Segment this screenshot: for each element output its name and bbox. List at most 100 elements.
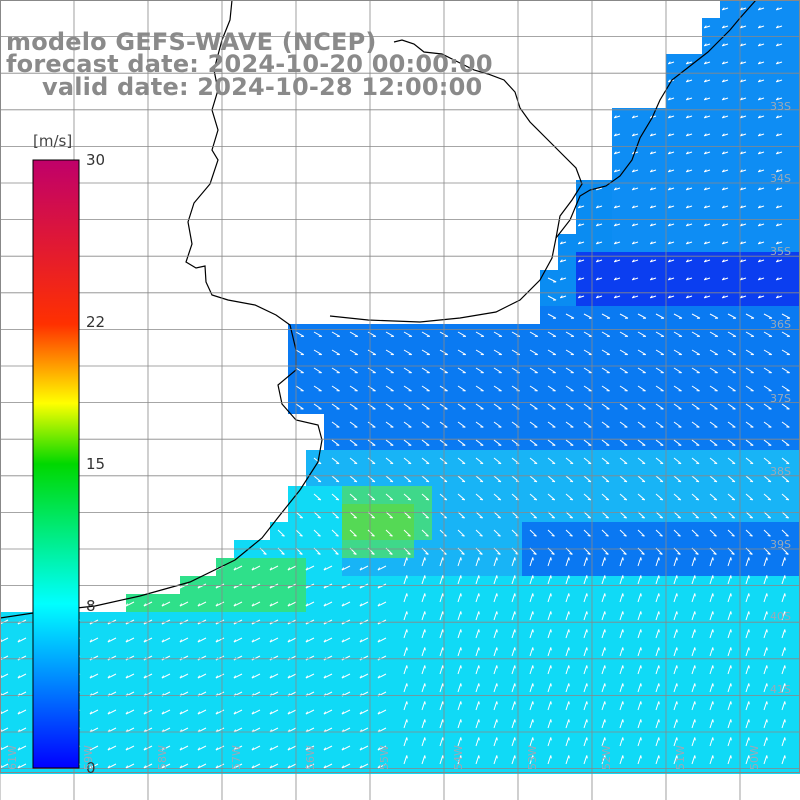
wind-arrow-head — [424, 593, 426, 597]
wind-arrow-head — [739, 223, 743, 227]
wind-arrow-head — [730, 719, 732, 723]
wind-arrow — [655, 313, 665, 319]
wind-speed-cell — [234, 684, 252, 702]
wind-speed-cell — [342, 648, 360, 666]
wind-arrow — [727, 719, 732, 729]
wind-speed-cell — [576, 234, 594, 252]
wind-arrow — [781, 439, 790, 446]
wind-arrow — [727, 665, 732, 675]
wind-arrow-head — [287, 585, 291, 589]
wind-speed-cell — [702, 72, 720, 90]
wind-speed-cell — [144, 630, 162, 648]
wind-speed-cell — [198, 630, 216, 648]
wind-arrow-head — [478, 629, 480, 633]
wind-arrow-head — [305, 765, 309, 769]
wind-arrow — [637, 557, 642, 567]
wind-arrow-head — [631, 151, 635, 155]
wind-arrow-head — [287, 675, 291, 679]
wind-speed-cell — [432, 612, 450, 630]
wind-arrow — [763, 719, 768, 729]
wind-speed-cell — [576, 738, 594, 756]
wind-arrow — [655, 475, 664, 483]
wind-arrow-head — [371, 480, 376, 483]
wind-arrow — [341, 727, 351, 733]
wind-arrow — [161, 655, 171, 661]
wind-arrow — [439, 475, 448, 483]
wind-speed-cell — [450, 576, 468, 594]
wind-arrow-head — [595, 277, 599, 281]
wind-arrow-head — [757, 7, 761, 11]
wind-arrow-head — [703, 223, 707, 227]
wind-speed-cell — [0, 720, 18, 738]
wind-speed-cell — [414, 684, 432, 702]
wind-arrow — [367, 403, 376, 410]
wind-arrow — [457, 575, 462, 585]
wind-arrow — [727, 647, 732, 657]
wind-arrow-head — [161, 603, 165, 607]
wind-arrow — [547, 421, 556, 428]
wind-arrow — [385, 421, 394, 428]
wind-arrow-head — [497, 498, 501, 501]
wind-arrow-head — [442, 629, 444, 633]
wind-arrow — [385, 529, 393, 537]
wind-arrow — [421, 367, 430, 374]
wind-arrow — [323, 763, 333, 769]
wind-speed-cell — [756, 594, 774, 612]
wind-arrow-head — [667, 97, 671, 101]
wind-arrow — [331, 529, 339, 537]
wind-arrow-head — [766, 665, 768, 669]
wind-speed-cell — [486, 720, 504, 738]
wind-speed-cell — [342, 612, 360, 630]
wind-speed-cell — [612, 720, 630, 738]
wind-arrow-head — [730, 629, 732, 633]
wind-arrow-head — [389, 498, 393, 501]
wind-speed-cell — [774, 198, 792, 216]
wind-arrow — [781, 593, 786, 603]
wind-speed-cell — [702, 558, 720, 576]
wind-arrow-head — [739, 97, 743, 101]
wind-speed-cell — [324, 684, 342, 702]
wind-arrow — [637, 575, 642, 585]
wind-arrow-head — [730, 755, 732, 759]
wind-arrow — [655, 557, 660, 567]
wind-arrow-head — [269, 567, 273, 571]
wind-arrow-head — [287, 639, 291, 643]
wind-arrow — [341, 745, 351, 751]
wind-arrow — [655, 665, 660, 675]
wind-arrow — [161, 601, 171, 607]
wind-arrow-head — [641, 553, 645, 555]
wind-arrow-head — [335, 480, 340, 483]
wind-arrow-head — [577, 295, 581, 299]
wind-speed-cell — [594, 648, 612, 666]
wind-speed-cell — [774, 162, 792, 180]
wind-arrow-head — [613, 295, 617, 299]
wind-arrow — [781, 575, 786, 585]
wind-speed-cell — [270, 612, 288, 630]
wind-arrow-head — [406, 575, 408, 579]
wind-arrow — [493, 647, 498, 657]
wind-speed-cell — [720, 108, 738, 126]
wind-speed-cell — [162, 630, 180, 648]
wind-arrow-head — [442, 611, 444, 615]
wind-speed-cell — [792, 414, 800, 432]
wind-speed-cell — [288, 684, 306, 702]
wind-speed-cell — [576, 576, 594, 594]
wind-arrow-head — [424, 665, 426, 669]
wind-arrow — [637, 385, 646, 392]
wind-arrow-head — [731, 516, 735, 519]
wind-speed-cell — [540, 666, 558, 684]
wind-speed-cell — [756, 702, 774, 720]
wind-speed-cell — [594, 576, 612, 594]
wind-speed-cell — [774, 738, 792, 756]
wind-arrow — [475, 457, 484, 464]
wind-arrow-head — [406, 665, 408, 669]
wind-arrow-head — [587, 516, 591, 519]
wind-speed-cell — [306, 594, 324, 612]
wind-arrow — [475, 511, 484, 519]
wind-arrow — [313, 367, 322, 374]
wind-arrow-head — [478, 683, 480, 687]
wind-speed-cell — [612, 684, 630, 702]
wind-arrow — [601, 439, 610, 446]
wind-arrow — [781, 367, 790, 374]
wind-arrow-head — [197, 603, 201, 607]
